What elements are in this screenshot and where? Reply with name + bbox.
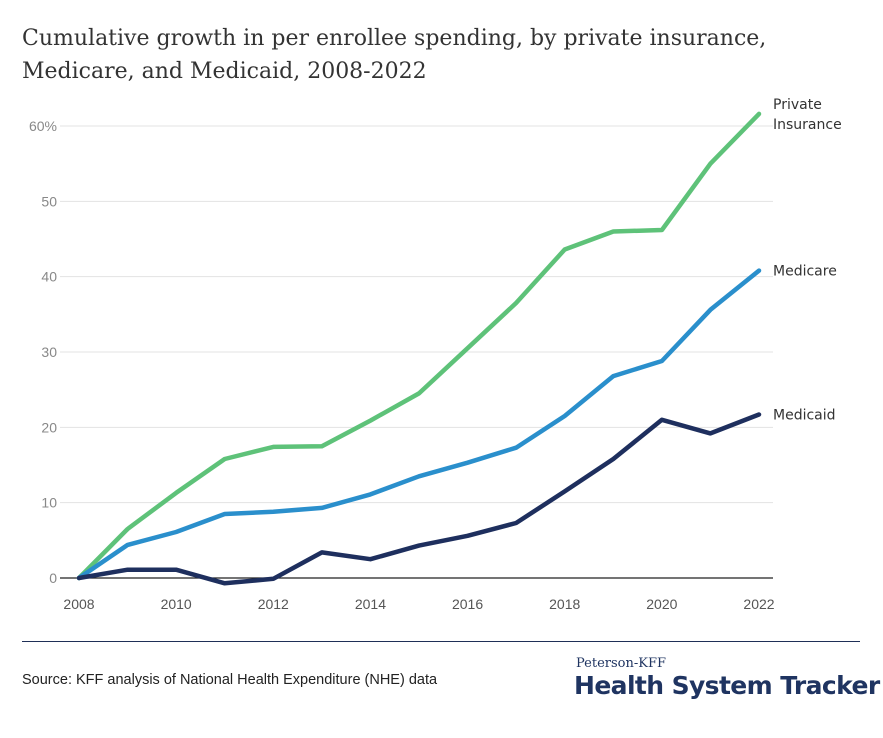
- brand-small-text: Peterson-KFF: [576, 656, 667, 671]
- series-labels: Private Insurance Medicare Medicaid: [773, 97, 842, 424]
- y-tick-label: 30: [41, 344, 57, 360]
- footer-divider: [22, 641, 860, 642]
- y-tick-label: 10: [41, 495, 57, 511]
- x-tick-label: 2018: [549, 596, 580, 612]
- y-tick-label: 60%: [29, 118, 57, 134]
- series-label: Insurance: [773, 117, 842, 133]
- chart-title: Cumulative growth in per enrollee spendi…: [22, 26, 767, 84]
- x-tick-label: 2012: [258, 596, 289, 612]
- series-label: Medicaid: [773, 408, 836, 424]
- brand-logo-text: Health System Tracker: [574, 671, 880, 700]
- y-axis-ticks: 0 10 20 30 40 50 60%: [29, 118, 57, 586]
- x-tick-label: 2022: [743, 596, 774, 612]
- x-axis-ticks: 2008 2010 2012 2014 2016 2018 2020 2022: [63, 596, 774, 612]
- x-tick-label: 2014: [355, 596, 386, 612]
- x-tick-label: 2016: [452, 596, 483, 612]
- series-line: [76, 412, 762, 586]
- y-tick-label: 0: [49, 570, 57, 586]
- series-label: Private: [773, 97, 822, 113]
- series-lines: [76, 111, 762, 586]
- x-tick-label: 2020: [646, 596, 677, 612]
- source-note: Source: KFF analysis of National Health …: [22, 672, 438, 688]
- series-line: [76, 111, 762, 581]
- series-line: [76, 268, 762, 581]
- y-tick-label: 20: [41, 419, 57, 435]
- series-label: Medicare: [773, 264, 837, 280]
- x-tick-label: 2008: [63, 596, 94, 612]
- grid-lines: [60, 125, 773, 579]
- y-tick-label: 40: [41, 269, 57, 285]
- x-tick-label: 2010: [161, 596, 192, 612]
- y-tick-label: 50: [41, 193, 57, 209]
